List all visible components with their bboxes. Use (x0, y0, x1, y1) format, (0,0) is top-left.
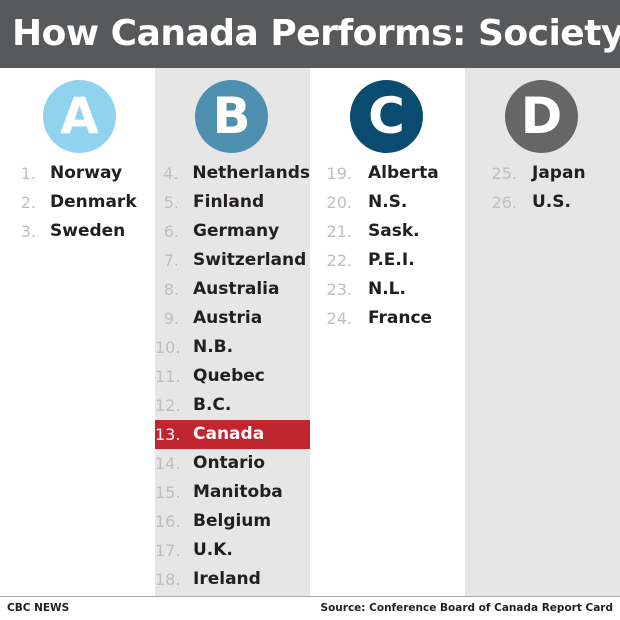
list-item: 20. N.S. (310, 188, 465, 217)
highlighted-canada-row: 13. Canada (155, 420, 310, 449)
footer: CBC NEWS Source: Conference Board of Can… (0, 596, 620, 620)
page-title: How Canada Performs: Society (0, 0, 620, 68)
rank-number: 22. (326, 251, 352, 270)
rank-number: 20. (326, 193, 352, 212)
rank-number: 11. (155, 367, 181, 386)
list-item: 1. Norway (0, 159, 155, 188)
grade-b-list: 4. Netherlands 5. Finland 6. Germany 7. Swit… (155, 159, 310, 594)
country-name: Belgium (193, 511, 272, 531)
list-item: 19. Alberta (310, 159, 465, 188)
list-item: 6. Germany (155, 217, 310, 246)
rank-number: 9. (163, 309, 179, 328)
rank-number: 7. (163, 251, 179, 270)
list-item: 8. Australia (155, 275, 310, 304)
country-name: Austria (193, 308, 263, 328)
country-name: Manitoba (193, 482, 283, 502)
list-item: 15. Manitoba (155, 478, 310, 507)
rank-number: 15. (155, 483, 181, 502)
country-name: Sweden (50, 221, 126, 241)
country-name: B.C. (193, 395, 232, 415)
rank-number: 3. (20, 222, 36, 241)
country-name: Germany (193, 221, 280, 241)
rank-number: 23. (326, 280, 352, 299)
rank-number: 24. (326, 309, 352, 328)
country-name: U.K. (193, 540, 233, 560)
rank-number: 13. (155, 425, 181, 444)
country-name: Finland (193, 192, 265, 212)
grade-a-badge: A (43, 80, 116, 153)
list-item: 17. U.K. (155, 536, 310, 565)
list-item: 18. Ireland (155, 565, 310, 594)
list-item: 23. N.L. (310, 275, 465, 304)
rank-number: 5. (163, 193, 179, 212)
rank-number: 8. (163, 280, 179, 299)
grade-a-list: 1. Norway 2. Denmark 3. Sweden (0, 159, 155, 246)
list-item: 3. Sweden (0, 217, 155, 246)
list-item: 2. Denmark (0, 188, 155, 217)
cbc-news-credit: CBC NEWS (7, 602, 70, 614)
grade-c-badge: C (350, 80, 423, 153)
country-name: N.S. (368, 192, 408, 212)
list-item: 24. France (310, 304, 465, 333)
country-name: Japan (532, 163, 586, 183)
rank-number: 14. (155, 454, 181, 473)
country-name: Canada (193, 424, 265, 444)
country-name: Netherlands (192, 163, 310, 183)
rank-number: 25. (491, 164, 517, 183)
country-name: Alberta (368, 163, 439, 183)
grade-d-list: 25. Japan 26. U.S. (465, 159, 620, 217)
list-item: 25. Japan (465, 159, 620, 188)
country-name: France (368, 308, 433, 328)
list-item: 7. Switzerland (155, 246, 310, 275)
list-item: 4. Netherlands (155, 159, 310, 188)
rank-number: 10. (155, 338, 181, 357)
country-name: Quebec (193, 366, 265, 386)
grade-c-list: 19. Alberta 20. N.S. 21. Sask. 22. P.E.I. 23… (310, 159, 465, 333)
rank-number: 26. (491, 193, 517, 212)
country-name: Switzerland (193, 250, 307, 270)
country-name: U.S. (532, 192, 571, 212)
rank-number: 4. (163, 164, 179, 183)
rank-number: 17. (155, 541, 181, 560)
list-item: 11. Quebec (155, 362, 310, 391)
list-item: 10. N.B. (155, 333, 310, 362)
list-item: 21. Sask. (310, 217, 465, 246)
rank-number: 16. (155, 512, 181, 531)
grade-d-column-shade (465, 68, 620, 596)
list-item: 9. Austria (155, 304, 310, 333)
rank-number: 6. (163, 222, 179, 241)
country-name: N.L. (368, 279, 406, 299)
country-name: Ireland (193, 569, 261, 589)
grade-d-badge: D (505, 80, 578, 153)
rank-number: 21. (326, 222, 352, 241)
list-item: 12. B.C. (155, 391, 310, 420)
rank-number: 2. (20, 193, 36, 212)
country-name: Denmark (50, 192, 137, 212)
country-name: Norway (50, 163, 123, 183)
source-credit: Source: Conference Board of Canada Repor… (320, 602, 613, 614)
rank-number: 19. (326, 164, 352, 183)
country-name: Australia (193, 279, 280, 299)
list-item: 16. Belgium (155, 507, 310, 536)
list-item: 14. Ontario (155, 449, 310, 478)
list-item: 26. U.S. (465, 188, 620, 217)
country-name: P.E.I. (368, 250, 415, 270)
rank-number: 1. (20, 164, 36, 183)
list-item: 5. Finland (155, 188, 310, 217)
rank-number: 12. (155, 396, 181, 415)
country-name: Ontario (193, 453, 266, 473)
list-item: 22. P.E.I. (310, 246, 465, 275)
grade-b-column-shade (155, 68, 310, 596)
country-name: Sask. (368, 221, 420, 241)
grade-b-badge: B (195, 80, 268, 153)
country-name: N.B. (193, 337, 234, 357)
rank-number: 18. (155, 570, 181, 589)
